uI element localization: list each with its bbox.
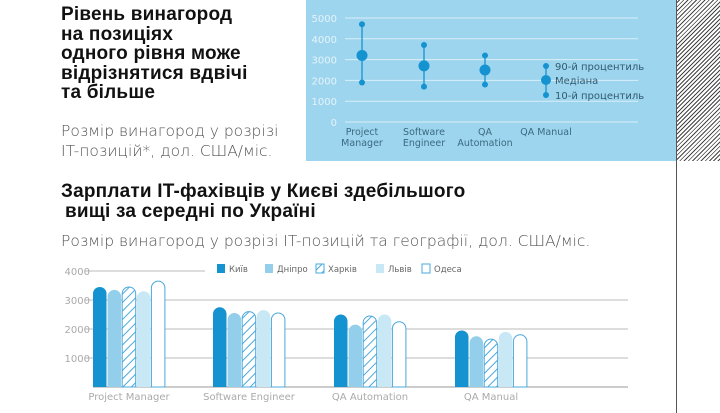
p90-point [359, 21, 365, 28]
p10-point [359, 79, 365, 86]
hatched-decoration [676, 0, 720, 161]
y-tick-label: 1000 [65, 354, 90, 365]
p10-point [482, 81, 488, 88]
legend-label: Київ [229, 265, 248, 275]
x-tick-label: Engineer [403, 138, 445, 149]
legend-median-marker [541, 75, 551, 85]
subtitle-line: IT-позицій*, дол. США/міс. [61, 142, 273, 160]
heading-line: одного рівня може [61, 43, 241, 64]
legend-swatch [421, 263, 431, 274]
bar-Дніпро [348, 324, 363, 387]
subtitle-line: Розмір винагород у розрізі [61, 122, 279, 140]
bar-Одеса [150, 280, 166, 388]
y-tick-label: 4000 [65, 267, 90, 278]
y-tick-label: 3000 [312, 56, 337, 67]
legend-label: Дніпро [277, 265, 308, 275]
bar-Одеса [391, 321, 407, 388]
bar-Дніпро [469, 336, 484, 387]
legend-label: Одеса [434, 265, 462, 275]
x-tick-label: Project [346, 127, 379, 138]
y-tick-label: 0 [331, 118, 337, 129]
legend-swatch [217, 264, 225, 273]
bar-Дніпро [107, 289, 122, 387]
x-tick-label: Project Manager [88, 392, 170, 403]
bar-Харків [362, 315, 378, 388]
heading-line: вищі за середні по Україні [65, 200, 316, 222]
x-tick-label: QA [478, 127, 492, 138]
heading-kyiv-salaries: Зарплати IT-фахівців у Києві здебільшого… [61, 182, 465, 221]
subtitle-positions: Розмір винагород у розрізі IT-позицій*, … [61, 121, 278, 161]
p10-point [421, 83, 427, 90]
bar-Львів [136, 291, 151, 387]
median-point [356, 49, 368, 61]
x-tick-label: Manager [341, 138, 383, 149]
p90-point [421, 42, 427, 49]
bar-Київ [93, 286, 107, 387]
heading-line: та більше [61, 82, 156, 103]
p90-point [482, 52, 488, 59]
bar-Харків [483, 338, 499, 388]
x-tick-label: Software Engineer [203, 392, 296, 403]
legend-label: 10-й процентиль [555, 91, 644, 102]
divider-line [676, 0, 677, 413]
x-tick-label: QA Manual [520, 127, 572, 138]
heading-line: відрізнятися вдвічі [61, 62, 248, 84]
bar-Київ [213, 307, 227, 387]
legend-label: Медіана [555, 75, 598, 87]
bar-Харків [241, 311, 257, 388]
y-tick-label: 1000 [312, 97, 337, 108]
bar-Дніпро [227, 313, 242, 387]
y-tick-label: 2000 [65, 325, 90, 336]
bar-Одеса [270, 312, 286, 388]
heading-rewards-variance: Рівень винагород на позиціях одного рівн… [61, 5, 248, 103]
legend-swatch [265, 264, 273, 273]
legend-label: Львів [388, 265, 412, 275]
bar-Одеса [512, 334, 528, 388]
subtitle-geography: Розмір винагород у розрізі IT-позицій та… [61, 232, 591, 250]
x-tick-label: Software [403, 127, 445, 138]
bar-Львів [498, 331, 513, 387]
bar-Харків [121, 286, 137, 388]
legend-label: 90-й процентиль [555, 62, 644, 73]
bar-Київ [455, 330, 469, 387]
heading-line: Рівень винагород [61, 4, 233, 25]
legend-label: Харків [328, 265, 357, 275]
bar-Київ [334, 314, 348, 387]
x-tick-label: Automation [457, 138, 512, 149]
bar-Львів [256, 310, 271, 387]
heading-line: на позиціях [61, 23, 174, 45]
y-tick-label: 5000 [312, 14, 337, 25]
bar-Львів [377, 314, 392, 387]
y-tick-label: 2000 [312, 76, 337, 87]
legend-swatch [376, 264, 384, 273]
legend-swatch [315, 263, 325, 274]
legend-p10-marker [543, 92, 549, 98]
x-tick-label: QA Manual [464, 392, 518, 403]
x-tick-label: QA Automation [332, 392, 408, 403]
heading-line: Зарплати IT-фахівців у Києві здебільшого [61, 181, 466, 202]
legend-p90-marker [543, 63, 549, 69]
median-point [479, 64, 491, 76]
median-point [418, 60, 430, 72]
y-tick-label: 4000 [312, 35, 337, 46]
y-tick-label: 3000 [65, 296, 90, 307]
